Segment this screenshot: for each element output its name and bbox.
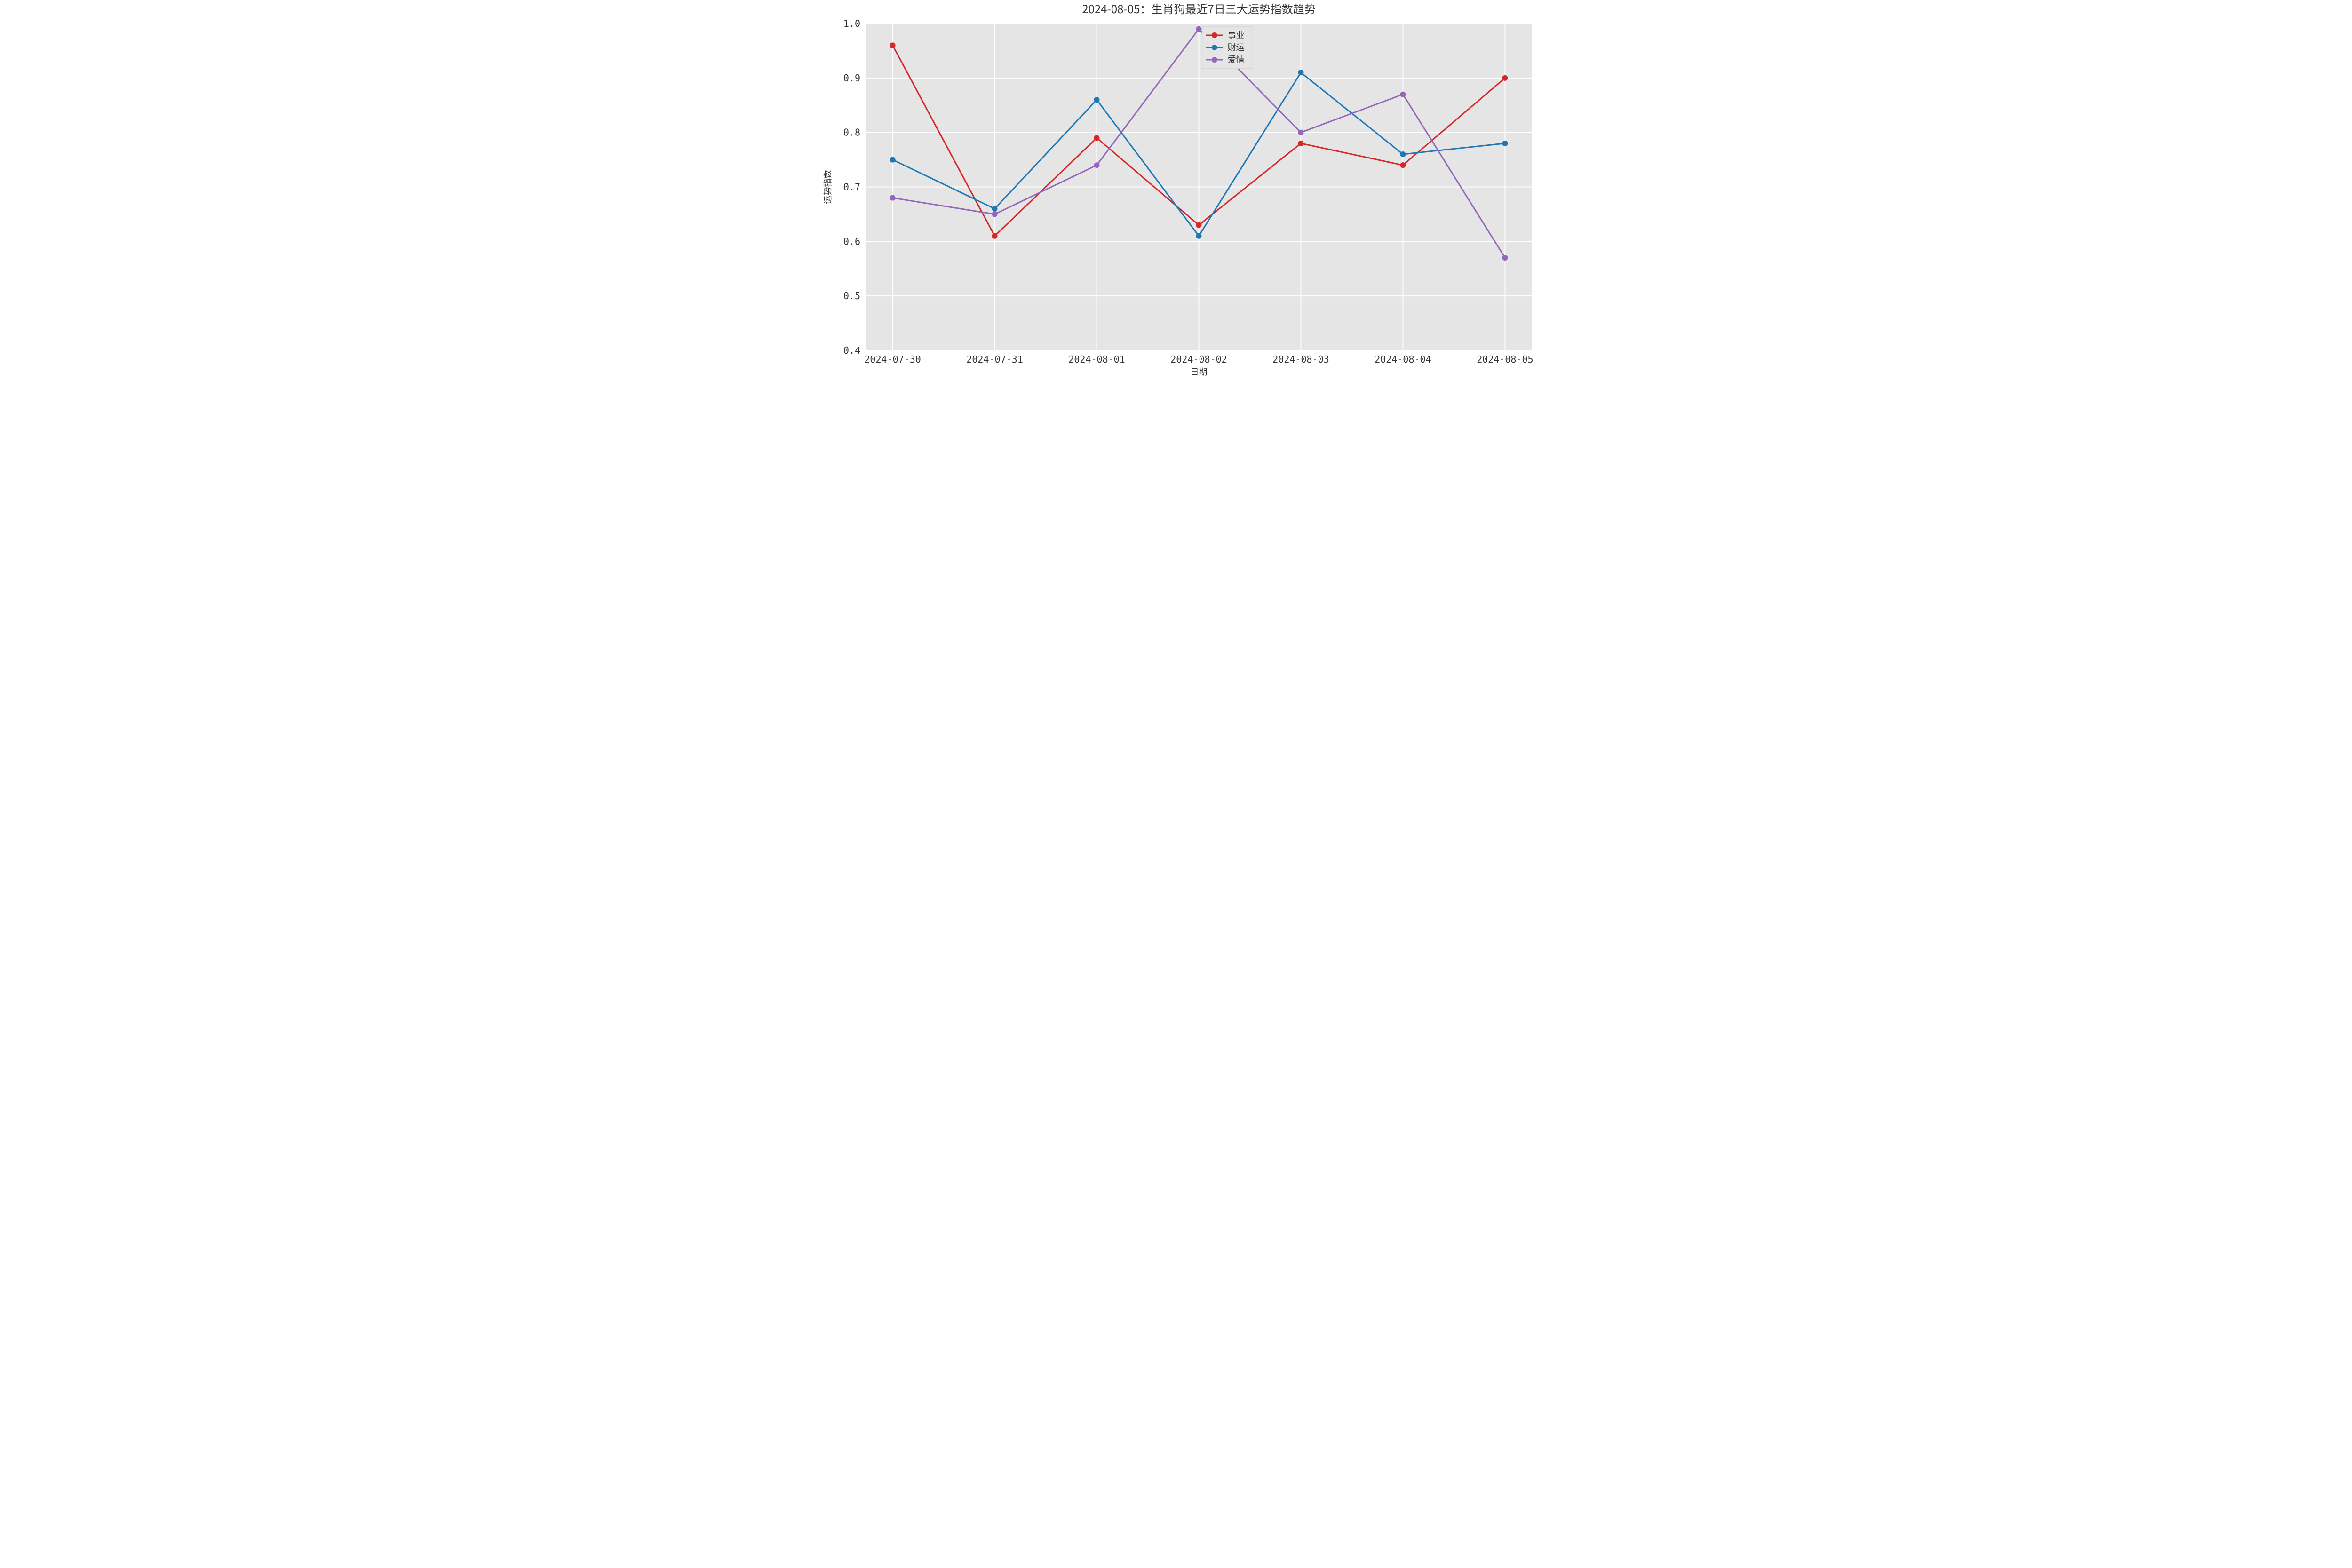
legend-label: 财运 [1228, 41, 1245, 53]
x-axis-label: 日期 [1191, 365, 1208, 378]
ytick-label: 0.5 [843, 290, 860, 301]
xtick-label: 2024-07-31 [966, 354, 1023, 365]
marker-爱情 [992, 211, 998, 217]
xtick-label: 2024-08-04 [1375, 354, 1431, 365]
marker-事业 [1298, 141, 1303, 146]
legend-swatch-marker [1212, 45, 1217, 50]
marker-事业 [1094, 135, 1100, 141]
xtick-label: 2024-08-01 [1068, 354, 1125, 365]
marker-爱情 [1094, 162, 1100, 168]
legend-swatch-marker [1212, 57, 1217, 63]
ytick-label: 1.0 [843, 18, 860, 29]
marker-财运 [1298, 70, 1303, 75]
marker-事业 [890, 42, 896, 48]
marker-爱情 [1502, 255, 1508, 261]
marker-事业 [1196, 222, 1202, 228]
line-chart: 0.4 0.5 0.6 0.7 0.8 0.9 1.0 2024-07-30 2024-07-3… [812, 0, 1540, 392]
marker-财运 [1502, 141, 1508, 146]
marker-爱情 [890, 195, 896, 201]
marker-事业 [1400, 162, 1406, 168]
xtick-label: 2024-07-30 [864, 354, 921, 365]
marker-财运 [1400, 151, 1406, 157]
marker-财运 [890, 157, 896, 163]
marker-财运 [1196, 233, 1202, 239]
xtick-label: 2024-08-03 [1272, 354, 1329, 365]
legend-label: 事业 [1228, 29, 1245, 41]
ytick-label: 0.4 [843, 345, 860, 356]
xtick-label: 2024-08-02 [1170, 354, 1227, 365]
xtick-label: 2024-08-05 [1477, 354, 1533, 365]
marker-事业 [992, 233, 998, 239]
marker-事业 [1502, 75, 1508, 81]
marker-爱情 [1400, 92, 1406, 97]
chart-container: 0.4 0.5 0.6 0.7 0.8 0.9 1.0 2024-07-30 2024-07-3… [812, 0, 1540, 392]
legend: 事业财运爱情 [1202, 26, 1252, 69]
marker-爱情 [1298, 130, 1303, 135]
ytick-label: 0.9 [843, 72, 860, 84]
marker-财运 [992, 206, 998, 212]
chart-title: 2024-08-05：生肖狗最近7日三大运势指数趋势 [1082, 0, 1316, 16]
ytick-label: 0.7 [843, 182, 860, 193]
legend-label: 爱情 [1228, 53, 1245, 65]
legend-swatch-marker [1212, 32, 1217, 38]
marker-爱情 [1196, 26, 1202, 32]
y-axis-label: 运势指数 [821, 170, 834, 204]
marker-财运 [1094, 97, 1100, 103]
ytick-label: 0.6 [843, 236, 860, 247]
ytick-label: 0.8 [843, 127, 860, 138]
